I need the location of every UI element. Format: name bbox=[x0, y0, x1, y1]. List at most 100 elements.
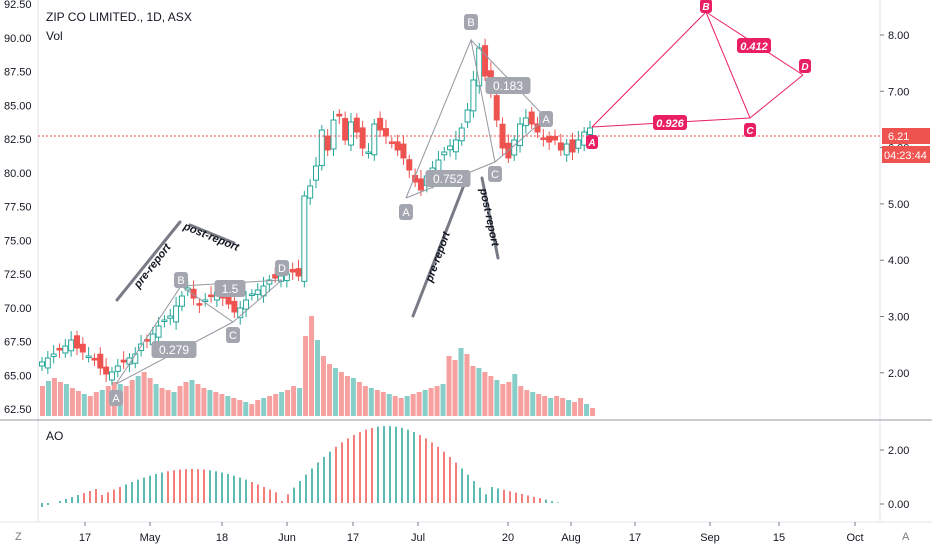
harmonic-point-label: C bbox=[229, 330, 237, 342]
left-axis-tick: 82.50 bbox=[4, 134, 32, 146]
report-note: post-report bbox=[181, 220, 242, 254]
harmonic-ratio-label: 0.279 bbox=[159, 343, 189, 357]
volume-bar bbox=[584, 404, 590, 416]
candle-body bbox=[56, 347, 63, 351]
right-axis-tick: 2.00 bbox=[888, 368, 909, 380]
candle-body bbox=[313, 165, 319, 181]
candle-body bbox=[417, 178, 424, 191]
candle-body bbox=[575, 139, 582, 149]
right-axis-tick: 4.00 bbox=[888, 255, 909, 267]
candle-body bbox=[522, 117, 529, 127]
volume-bar bbox=[464, 354, 470, 416]
candle-body bbox=[103, 366, 110, 375]
log-scale-button[interactable]: Z bbox=[15, 531, 22, 543]
projection-point-label: C bbox=[746, 126, 754, 137]
time-axis-label: 17 bbox=[347, 532, 359, 544]
candle-body bbox=[587, 127, 593, 135]
candle-body bbox=[382, 128, 389, 137]
volume-bar bbox=[297, 388, 303, 416]
candle-body bbox=[528, 111, 535, 125]
volume-bar bbox=[362, 386, 368, 416]
harmonic-point-marker bbox=[464, 14, 478, 30]
volume-bar bbox=[404, 396, 410, 416]
left-axis-tick: 92.50 bbox=[4, 0, 32, 11]
volume-bar bbox=[279, 392, 285, 416]
left-axis-tick: 77.50 bbox=[4, 202, 32, 214]
volume-bar bbox=[231, 398, 237, 416]
candle-body bbox=[155, 325, 162, 338]
log-scale-button-label[interactable]: Z bbox=[15, 531, 22, 543]
candle-body bbox=[231, 300, 238, 313]
candle-body bbox=[353, 117, 360, 133]
left-axis-tick: 67.50 bbox=[4, 337, 32, 349]
volume-bar bbox=[267, 396, 273, 416]
candle-body bbox=[377, 117, 384, 131]
volume-bar bbox=[392, 396, 398, 416]
candle-body bbox=[563, 143, 570, 156]
projection-point-label: B bbox=[702, 2, 709, 13]
candle-body bbox=[178, 295, 185, 307]
candle-body bbox=[482, 45, 489, 77]
volume-bar bbox=[422, 390, 428, 416]
report-note: pre-report bbox=[423, 229, 453, 285]
candle-body bbox=[237, 307, 244, 319]
volume-bar bbox=[374, 390, 380, 416]
candle-body bbox=[50, 353, 57, 357]
volume-bar bbox=[476, 368, 482, 416]
volume-bar bbox=[255, 400, 261, 416]
candle-body bbox=[464, 109, 471, 123]
harmonic-point-marker bbox=[488, 166, 502, 182]
candle-body bbox=[120, 359, 127, 363]
harmonic-point-marker bbox=[226, 327, 240, 343]
candle-body bbox=[388, 141, 395, 144]
report-note: pre-report bbox=[131, 241, 174, 292]
projection-ratio-label: 0.412 bbox=[740, 41, 768, 53]
ao-histogram bbox=[41, 426, 559, 507]
harmonic-point-label: A bbox=[402, 207, 410, 219]
candle-body bbox=[301, 195, 308, 282]
projection-point-marker bbox=[799, 59, 811, 73]
countdown-tag bbox=[882, 146, 930, 163]
candle-body bbox=[248, 293, 255, 296]
volume-bar bbox=[578, 398, 584, 416]
volume-bar bbox=[380, 392, 386, 416]
volume-bar bbox=[75, 391, 81, 416]
candle-body bbox=[552, 135, 559, 141]
auto-scale-button[interactable]: A bbox=[902, 531, 910, 543]
volume-bar bbox=[518, 386, 524, 416]
candle-body bbox=[400, 143, 407, 159]
volume-bar bbox=[590, 408, 596, 416]
volume-bar bbox=[291, 386, 297, 416]
volume-bar bbox=[213, 392, 219, 416]
volume-bar bbox=[159, 388, 165, 416]
auto-scale-button-label[interactable]: A bbox=[902, 531, 910, 543]
volume-bar bbox=[93, 392, 99, 416]
harmonic-ratio-label: 0.183 bbox=[493, 79, 523, 93]
candle-body bbox=[266, 279, 273, 285]
price-tag-text: 6.21 bbox=[888, 131, 909, 143]
volume-bar bbox=[195, 384, 201, 416]
candle-body bbox=[173, 305, 180, 323]
volume-bar bbox=[524, 390, 530, 416]
time-axis-label: Aug bbox=[561, 532, 581, 544]
volume-bar bbox=[356, 382, 362, 416]
volume-bar bbox=[207, 390, 213, 416]
harmonic-point-marker bbox=[275, 260, 289, 276]
time-axis-label: 17 bbox=[629, 532, 641, 544]
harmonic-point-marker bbox=[399, 204, 413, 220]
volume-bar bbox=[350, 378, 356, 416]
volume-bar bbox=[344, 376, 350, 416]
volume-bar bbox=[177, 386, 183, 416]
left-price-axis: 92.50 90.00 87.50 85.00 82.50 80.00 77.50 75.00… bbox=[4, 0, 32, 416]
candle-body bbox=[435, 159, 442, 173]
candle-body bbox=[254, 289, 261, 295]
volume-bar bbox=[434, 386, 440, 416]
candle-body bbox=[470, 79, 477, 112]
harmonic-ratio-marker bbox=[425, 170, 471, 187]
candle-body bbox=[196, 303, 203, 306]
symbol-title: ZIP CO LIMITED., 1D, ASX bbox=[46, 10, 192, 24]
ao-axis-tick: 0.00 bbox=[888, 499, 909, 511]
time-axis-label: Jul bbox=[411, 532, 425, 544]
projection-ratio-label: 0.926 bbox=[656, 118, 684, 130]
